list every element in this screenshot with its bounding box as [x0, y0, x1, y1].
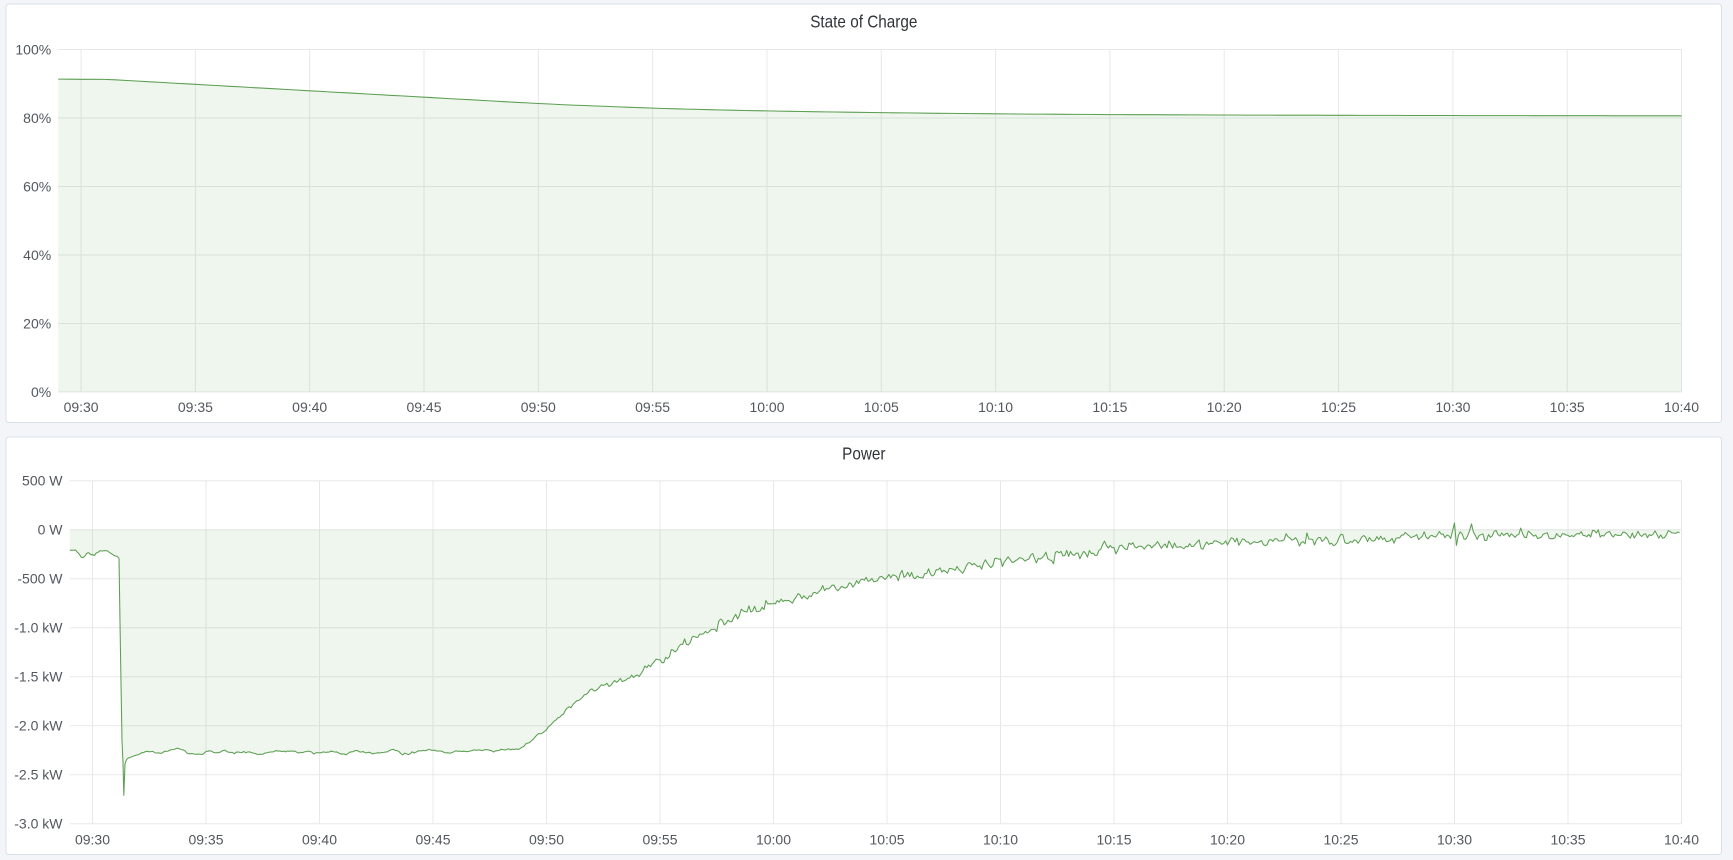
svg-text:09:40: 09:40 — [292, 399, 327, 415]
svg-text:-1.5 kW: -1.5 kW — [14, 669, 63, 685]
svg-text:09:35: 09:35 — [188, 831, 223, 847]
svg-text:10:05: 10:05 — [864, 399, 899, 415]
svg-text:10:35: 10:35 — [1550, 399, 1585, 415]
svg-text:10:35: 10:35 — [1550, 831, 1585, 847]
svg-text:10:15: 10:15 — [1092, 399, 1127, 415]
svg-text:10:15: 10:15 — [1096, 831, 1131, 847]
svg-text:60%: 60% — [23, 178, 51, 194]
svg-text:500 W: 500 W — [22, 473, 63, 489]
svg-text:09:40: 09:40 — [302, 831, 337, 847]
svg-text:80%: 80% — [23, 110, 51, 126]
svg-text:-2.5 kW: -2.5 kW — [14, 767, 63, 783]
svg-text:10:05: 10:05 — [869, 831, 904, 847]
svg-text:10:00: 10:00 — [749, 399, 784, 415]
svg-text:09:55: 09:55 — [642, 831, 677, 847]
svg-text:-1.0 kW: -1.0 kW — [14, 620, 63, 636]
svg-text:20%: 20% — [23, 315, 51, 331]
svg-text:09:45: 09:45 — [406, 399, 441, 415]
svg-text:10:30: 10:30 — [1435, 399, 1470, 415]
svg-text:10:10: 10:10 — [978, 399, 1013, 415]
svg-text:10:40: 10:40 — [1664, 831, 1699, 847]
svg-text:0 W: 0 W — [38, 522, 64, 538]
svg-text:10:00: 10:00 — [756, 831, 791, 847]
svg-text:10:20: 10:20 — [1210, 831, 1245, 847]
svg-text:09:30: 09:30 — [64, 399, 99, 415]
svg-text:40%: 40% — [23, 247, 51, 263]
svg-text:-2.0 kW: -2.0 kW — [14, 718, 63, 734]
svg-text:State of Charge: State of Charge — [810, 12, 917, 31]
svg-text:0%: 0% — [31, 384, 51, 400]
svg-text:10:30: 10:30 — [1437, 831, 1472, 847]
svg-text:09:50: 09:50 — [529, 831, 564, 847]
svg-text:09:35: 09:35 — [178, 399, 213, 415]
svg-text:09:30: 09:30 — [75, 831, 110, 847]
svg-text:-500 W: -500 W — [17, 571, 63, 587]
svg-text:10:10: 10:10 — [983, 831, 1018, 847]
svg-text:Power: Power — [842, 445, 886, 464]
svg-text:10:25: 10:25 — [1323, 831, 1358, 847]
svg-text:09:45: 09:45 — [415, 831, 450, 847]
svg-text:10:40: 10:40 — [1664, 399, 1699, 415]
svg-text:09:50: 09:50 — [521, 399, 556, 415]
svg-text:10:20: 10:20 — [1207, 399, 1242, 415]
svg-text:10:25: 10:25 — [1321, 399, 1356, 415]
svg-text:09:55: 09:55 — [635, 399, 670, 415]
svg-text:-3.0 kW: -3.0 kW — [14, 816, 63, 832]
svg-text:100%: 100% — [15, 41, 51, 57]
